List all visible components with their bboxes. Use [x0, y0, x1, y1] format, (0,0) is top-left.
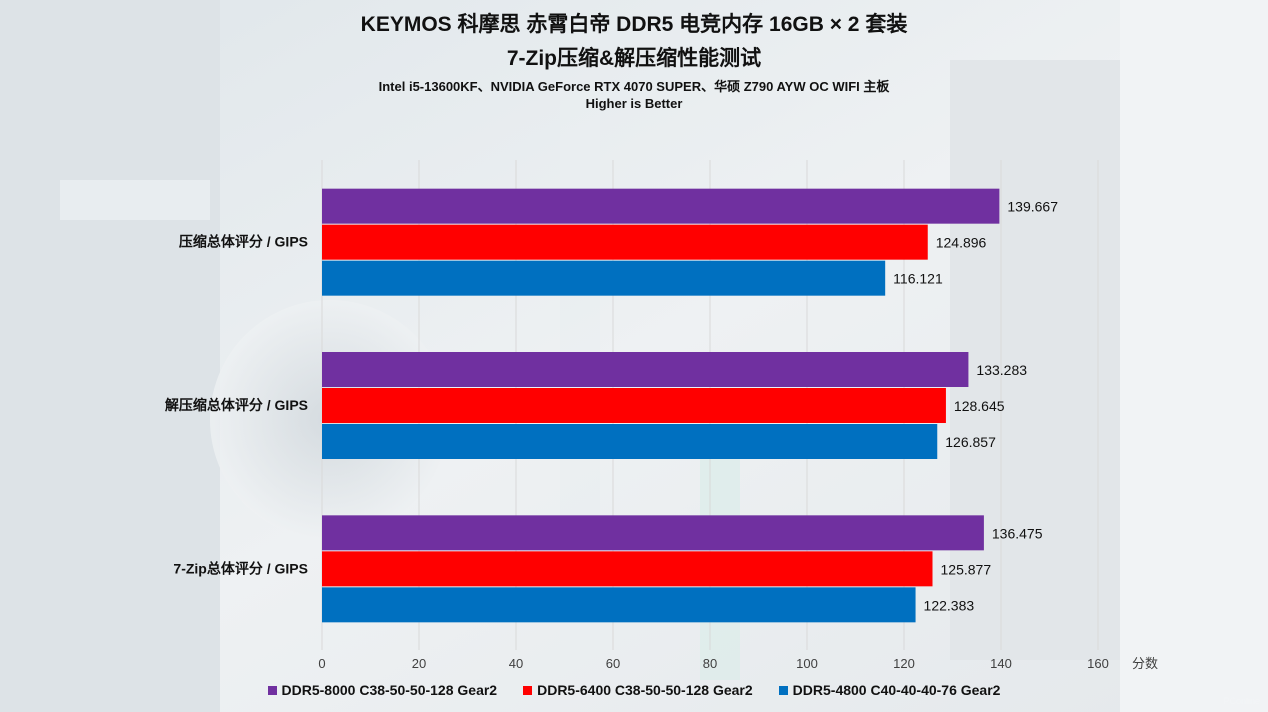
bar	[322, 260, 886, 296]
x-tick-label: 80	[703, 656, 717, 671]
legend-item-ddr5-4800: DDR5-4800 C40-40-40-76 Gear2	[778, 682, 1001, 698]
watermark: PConline	[1223, 696, 1260, 706]
x-tick-label: 20	[412, 656, 426, 671]
data-label: 122.383	[924, 597, 975, 613]
bar	[322, 188, 1000, 224]
bar	[322, 515, 984, 551]
legend-item-ddr5-8000: DDR5-8000 C38-50-50-128 Gear2	[267, 682, 498, 698]
legend-swatch-red	[523, 685, 533, 695]
x-axis-title: 分数	[1132, 656, 1158, 671]
x-tick-label: 140	[990, 656, 1012, 671]
data-label: 126.857	[945, 434, 996, 450]
x-tick-label: 40	[509, 656, 523, 671]
legend-label: DDR5-8000 C38-50-50-128 Gear2	[281, 682, 498, 698]
chart-legend: DDR5-8000 C38-50-50-128 Gear2 DDR5-6400 …	[0, 682, 1268, 698]
data-label: 125.877	[941, 561, 992, 577]
bar	[322, 424, 938, 459]
legend-swatch-blue	[778, 685, 788, 695]
bar	[322, 551, 933, 587]
data-label: 124.896	[936, 235, 987, 251]
category-label: 压缩总体评分 / GIPS	[179, 234, 308, 250]
legend-label: DDR5-4800 C40-40-40-76 Gear2	[792, 682, 1001, 698]
data-label: 116.121	[893, 271, 943, 287]
x-tick-label: 160	[1087, 656, 1109, 671]
bar	[322, 388, 946, 423]
legend-item-ddr5-6400: DDR5-6400 C38-50-50-128 Gear2	[523, 682, 753, 698]
category-label: 解压缩总体评分 / GIPS	[165, 397, 308, 413]
higher-is-better-note: Higher is Better	[585, 96, 683, 111]
chart-title: KEYMOS 科摩思 赤霄白帝 DDR5 电竞内存 16GB × 2 套装	[360, 13, 908, 36]
x-tick-label: 60	[606, 656, 620, 671]
system-config-line: Intel i5-13600KF、NVIDIA GeForce RTX 4070…	[378, 79, 890, 94]
legend-label: DDR5-6400 C38-50-50-128 Gear2	[537, 682, 753, 698]
data-label: 136.475	[992, 525, 1043, 541]
bar	[322, 352, 969, 387]
data-label: 139.667	[1007, 199, 1058, 215]
x-tick-label: 100	[796, 656, 818, 671]
data-label: 133.283	[976, 362, 1027, 378]
x-tick-label: 0	[318, 656, 325, 671]
category-label: 7-Zip总体评分 / GIPS	[173, 560, 308, 576]
x-tick-label: 120	[893, 656, 915, 671]
bar	[322, 224, 928, 260]
data-label: 128.645	[954, 398, 1005, 414]
bar	[322, 587, 916, 623]
legend-swatch-purple	[267, 685, 277, 695]
chart-subtitle: 7-Zip压缩&解压缩性能测试	[506, 47, 762, 70]
